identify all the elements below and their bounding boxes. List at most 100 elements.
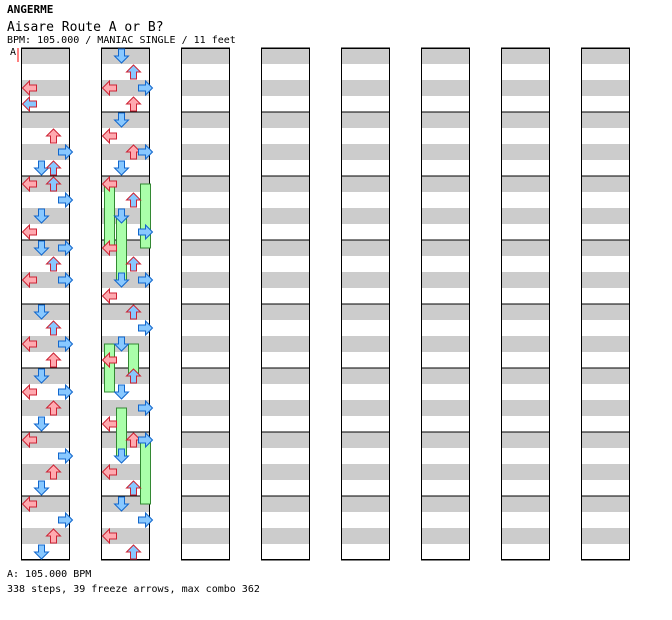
beat-stripe: [341, 528, 390, 544]
beat-stripe: [341, 176, 390, 192]
arrow-left-icon-shape: [101, 351, 117, 369]
arrow-right-icon: [138, 511, 154, 529]
beat-stripe: [261, 432, 310, 448]
beat-stripe: [181, 400, 230, 416]
arrow-up-icon-shape: [125, 96, 142, 112]
beat-stripe: [181, 208, 230, 224]
freeze-arrow-icon: [116, 215, 127, 281]
beat-stripe: [421, 336, 470, 352]
beat-stripe: [341, 368, 390, 384]
beat-stripe: [501, 496, 550, 512]
arrow-up-icon: [45, 320, 62, 336]
beat-stripe: [181, 240, 230, 256]
arrow-right-icon-shape: [138, 143, 154, 161]
bpm-marker-label: A: [10, 47, 17, 58]
beat-stripe: [21, 528, 70, 544]
beat-stripe: [501, 144, 550, 160]
beat-stripe: [421, 528, 470, 544]
beat-stripe: [341, 80, 390, 96]
arrow-down-icon-shape: [113, 160, 130, 176]
arrow-down-icon-shape: [33, 304, 50, 320]
arrow-down-icon-shape: [33, 240, 50, 256]
arrow-up-icon-shape: [45, 352, 62, 368]
arrow-left-icon: [101, 239, 117, 257]
beat-stripe: [21, 144, 70, 160]
arrow-left-icon-shape: [21, 431, 37, 449]
beat-stripe: [501, 272, 550, 288]
arrow-right-icon-shape: [58, 511, 74, 529]
arrow-down-icon: [33, 208, 50, 224]
arrow-down-icon-shape: [113, 496, 130, 512]
arrow-up-icon-shape: [125, 368, 142, 384]
arrow-down-icon: [113, 208, 130, 224]
arrow-right-icon-shape: [138, 399, 154, 417]
beat-stripe: [581, 528, 630, 544]
song-title: Aisare Route A or B?: [7, 20, 164, 35]
arrow-right-icon-shape: [58, 335, 74, 353]
beat-stripe: [341, 272, 390, 288]
arrow-down-icon: [33, 416, 50, 432]
beat-stripe: [101, 304, 150, 320]
arrow-left-icon: [21, 495, 37, 513]
arrow-left-icon: [101, 463, 117, 481]
beat-stripe: [421, 368, 470, 384]
beat-stripe: [421, 272, 470, 288]
beat-stripe: [581, 48, 630, 64]
beat-stripe: [581, 336, 630, 352]
arrow-right-icon-shape: [138, 431, 154, 449]
beat-stripe: [261, 272, 310, 288]
arrow-down-icon: [113, 384, 130, 400]
beat-stripe: [581, 176, 630, 192]
arrow-up-icon: [125, 256, 142, 272]
beat-stripe: [101, 528, 150, 544]
arrow-up-icon: [125, 368, 142, 384]
arrow-down-icon-shape: [33, 208, 50, 224]
beat-stripe: [261, 496, 310, 512]
beat-stripe: [581, 144, 630, 160]
arrow-up-icon: [45, 400, 62, 416]
beat-stripe: [21, 464, 70, 480]
beat-stripe: [581, 432, 630, 448]
arrow-left-icon-shape: [21, 495, 37, 513]
arrow-down-icon: [113, 336, 130, 352]
arrow-up-icon: [125, 304, 142, 320]
arrow-up-icon: [45, 528, 62, 544]
arrow-down-icon: [113, 160, 130, 176]
beat-stripe: [181, 176, 230, 192]
beat-stripe: [501, 400, 550, 416]
beat-stripe: [581, 304, 630, 320]
beat-stripe: [261, 144, 310, 160]
beat-stripe: [181, 336, 230, 352]
beat-stripe: [261, 80, 310, 96]
beat-stripe: [421, 464, 470, 480]
column-border: [581, 48, 630, 560]
beat-stripe: [581, 400, 630, 416]
beat-stripe: [501, 112, 550, 128]
beat-stripe: [261, 208, 310, 224]
arrow-up-icon-shape: [125, 256, 142, 272]
arrow-up-icon-shape: [45, 528, 62, 544]
beat-stripe: [341, 336, 390, 352]
arrow-right-icon: [138, 319, 154, 337]
beat-stripe: [181, 304, 230, 320]
arrow-up-icon: [125, 96, 142, 112]
freeze-arrow-icon: [104, 183, 115, 249]
arrow-right-icon-shape: [58, 143, 74, 161]
arrow-down-icon: [113, 112, 130, 128]
beat-stripe: [181, 80, 230, 96]
arrow-left-icon-shape: [101, 175, 117, 193]
beat-stripe: [21, 80, 70, 96]
beat-stripe: [341, 48, 390, 64]
arrow-left-icon: [21, 383, 37, 401]
arrow-up-icon-shape: [45, 256, 62, 272]
beat-stripe: [341, 432, 390, 448]
beat-stripe: [341, 496, 390, 512]
beat-stripe: [21, 432, 70, 448]
beat-stripe: [501, 240, 550, 256]
artist-name: ANGERME: [7, 3, 54, 16]
beat-stripe: [261, 176, 310, 192]
arrow-up-icon: [125, 544, 142, 560]
arrow-up-icon-shape: [125, 480, 142, 496]
arrow-down-icon: [113, 496, 130, 512]
